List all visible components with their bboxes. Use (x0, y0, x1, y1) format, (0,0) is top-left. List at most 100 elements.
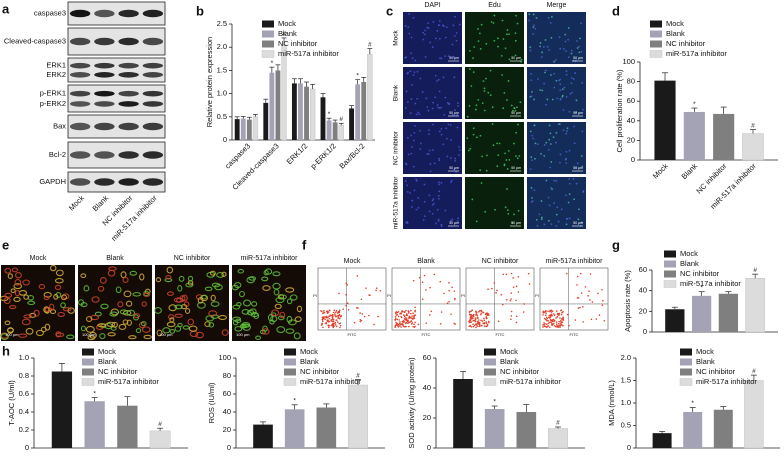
scale-label: 50 μm (573, 221, 583, 225)
cell (263, 269, 269, 276)
event-dot (356, 275, 359, 277)
cell (66, 334, 75, 340)
blot-box (67, 1, 166, 26)
event-dot (405, 317, 408, 319)
cell (122, 276, 129, 283)
micrograph (465, 122, 524, 174)
cell (166, 291, 175, 296)
legend-swatch (663, 280, 677, 288)
cell-dot (493, 14, 496, 17)
cell (143, 334, 152, 340)
event-dot (330, 319, 332, 321)
cell-dot (496, 165, 499, 168)
cell (35, 329, 44, 337)
event-dot (476, 325, 479, 327)
event-dot (340, 315, 342, 318)
cell-dot (487, 91, 490, 94)
cell-dot (576, 40, 578, 42)
event-dot (551, 324, 553, 327)
legend-swatch (284, 348, 296, 356)
cell-dot (440, 181, 443, 184)
cell (25, 327, 34, 335)
y-tick-label: 60 (639, 265, 647, 274)
cell-dot (533, 189, 536, 192)
cell (232, 320, 239, 326)
cell-dot (563, 86, 566, 89)
cell-dot (457, 102, 459, 105)
event-dot (411, 317, 413, 320)
event-dot (550, 311, 553, 313)
legend-label: miR-517a inhibitor (680, 279, 741, 288)
legend-label: Blank (98, 357, 117, 366)
cell (231, 284, 239, 291)
event-dot (510, 272, 513, 275)
legend-swatch (650, 40, 662, 48)
cell (38, 284, 46, 290)
cell-dot (551, 16, 553, 18)
event-dot (368, 314, 370, 317)
cell-dot (411, 84, 413, 86)
scale-label: 50 μm (573, 166, 583, 170)
bar (744, 380, 764, 449)
legend-label: miR-517a inhibitor (666, 49, 727, 58)
group-label: miR-517a inhibitor (241, 255, 298, 262)
cell (126, 309, 136, 317)
legend-swatch (679, 378, 693, 386)
group-label: NC inhibitor (482, 258, 519, 265)
cell-dot (503, 164, 506, 167)
panel-label: d (612, 3, 620, 18)
event-dot (346, 284, 349, 286)
blot-band (118, 90, 139, 97)
micrograph (403, 12, 462, 64)
cell-dot (408, 32, 411, 35)
cell (155, 277, 162, 283)
event-dot (560, 309, 563, 311)
cell-dot (541, 216, 543, 219)
bar (367, 53, 373, 141)
blot-band (142, 37, 164, 46)
cell-dot (582, 108, 584, 111)
cell-dot (562, 48, 565, 50)
cell (83, 285, 90, 292)
event-dot (603, 320, 606, 322)
event-dot (396, 324, 399, 327)
event-dot (408, 325, 410, 328)
event-dot (544, 325, 547, 328)
cell-dot (578, 45, 580, 48)
cell-dot (517, 123, 519, 126)
blot-box (67, 57, 166, 83)
event-dot (495, 292, 497, 294)
event-dot (517, 275, 520, 278)
cell-dot (445, 26, 448, 29)
event-dot (322, 326, 324, 329)
cell-dot (483, 87, 486, 90)
cell (99, 333, 106, 340)
cell-dot (543, 144, 546, 146)
cell (14, 279, 22, 286)
cell-dot (406, 184, 409, 187)
event-dot (555, 317, 557, 319)
blot-band (69, 72, 91, 78)
cell-dot (441, 24, 444, 27)
legend-swatch (483, 378, 497, 386)
event-dot (493, 282, 496, 284)
cell-dot (450, 219, 452, 222)
cell-dot (425, 97, 428, 100)
cell (48, 303, 55, 311)
cell-dot (479, 134, 482, 137)
cell-dot (422, 38, 425, 41)
cell (94, 311, 102, 317)
legend-swatch (484, 368, 496, 376)
panel-label: e (2, 237, 9, 252)
cell-dot (431, 212, 434, 215)
event-dot (400, 315, 402, 318)
cell-dot (567, 201, 570, 204)
cell-dot (498, 142, 501, 145)
cell-dot (479, 48, 482, 50)
blot-band (69, 37, 91, 46)
cell-dot (475, 220, 478, 223)
blot-band (142, 178, 164, 186)
cell-dot (580, 221, 583, 224)
scale-label: 50 μm (511, 56, 521, 60)
cell-dot (406, 222, 409, 224)
